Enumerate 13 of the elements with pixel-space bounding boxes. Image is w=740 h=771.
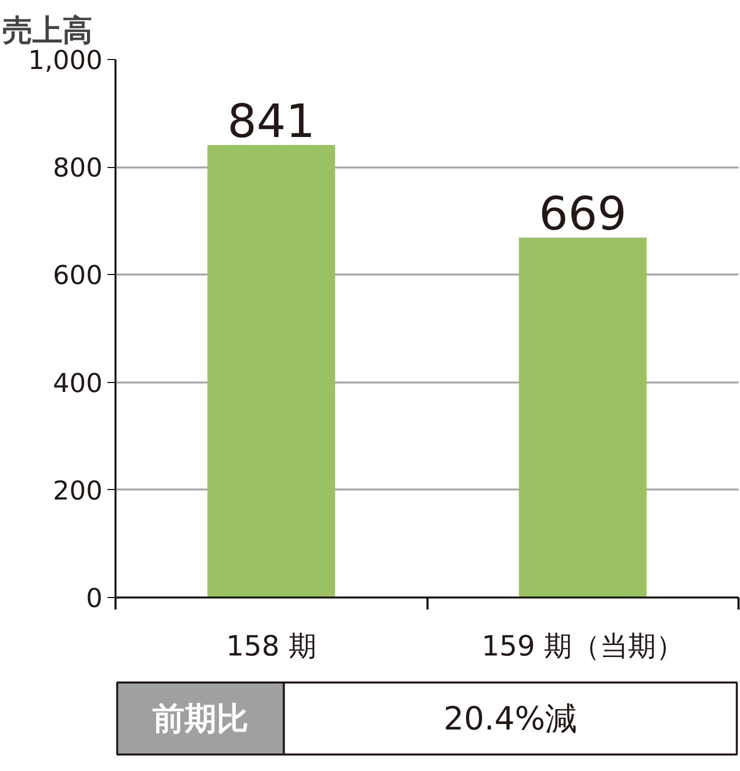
text: 前期比 (152, 700, 249, 738)
y-tick-label: 600 (52, 261, 103, 292)
data-label: 669 (538, 186, 627, 241)
chart-title: 売上高 (2, 14, 92, 48)
y-tick-label: 200 (52, 476, 103, 506)
y-tick-label: 0 (86, 584, 103, 614)
x-tick-label: 158 期 (226, 630, 316, 662)
x-tick-label: 159 期（当期） (482, 630, 684, 662)
text: 20.4%減 (444, 700, 578, 738)
y-tick-label: 800 (52, 154, 103, 184)
y-tick-label: 1,000 (28, 46, 103, 76)
y-tick-label: 400 (52, 368, 103, 399)
data-label: 841 (227, 94, 316, 148)
